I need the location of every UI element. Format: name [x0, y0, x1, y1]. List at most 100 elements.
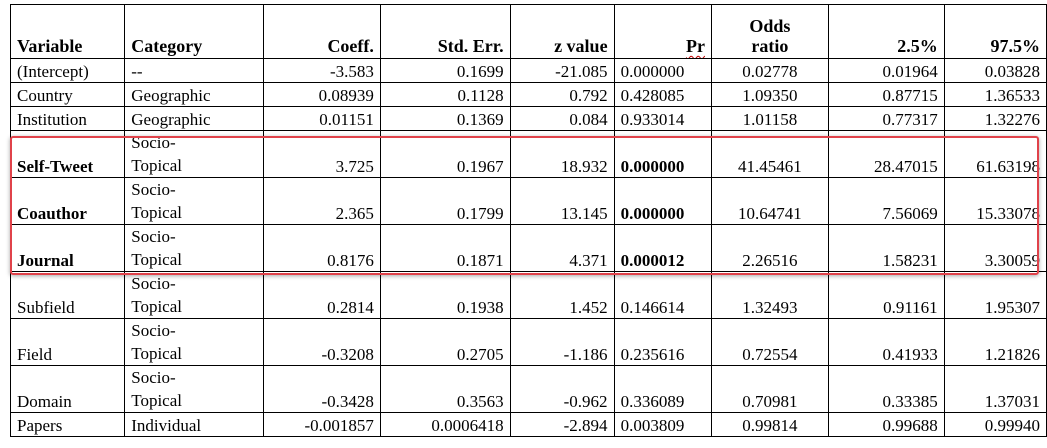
cell-z-value: 18.932 [509, 130, 615, 178]
cell-std-err: 0.1967 [379, 130, 511, 178]
table-row-highlighted: Coauthor Socio- Topical 2.365 0.1799 13.1… [9, 177, 1047, 225]
cell-z-value: 0.084 [509, 106, 615, 131]
header-ci-low: 2.5% [827, 4, 945, 59]
cell-category: Socio- Topical [124, 177, 264, 225]
cell-std-err: 0.2705 [379, 318, 511, 366]
header-odds-ratio: Odds ratio [710, 4, 829, 59]
cell-category: Socio- Topical [124, 318, 264, 366]
cell-pr: 0.235616 [613, 318, 712, 366]
table-row: Domain Socio- Topical -0.3428 0.3563 -0.9… [9, 365, 1047, 413]
cell-coeff: -3.583 [262, 58, 381, 83]
cell-coeff: 0.08939 [262, 82, 381, 107]
cell-category: Socio- Topical [124, 271, 264, 319]
cell-category-line1: Socio- [131, 133, 176, 152]
cell-coeff: -0.3428 [262, 365, 381, 413]
cell-ci-low: 0.41933 [827, 318, 945, 366]
cell-category-line2: Topical [131, 250, 182, 269]
cell-std-err: 0.1871 [379, 224, 511, 272]
cell-coeff: 0.2814 [262, 271, 381, 319]
cell-z-value: 13.145 [509, 177, 615, 225]
cell-category: Geographic [124, 82, 264, 107]
header-variable: Variable [9, 4, 126, 59]
cell-z-value: -0.962 [509, 365, 615, 413]
cell-odds-ratio: 0.99814 [710, 412, 829, 437]
cell-coeff: 0.8176 [262, 224, 381, 272]
cell-z-value: -2.894 [509, 412, 615, 437]
cell-variable: Country [9, 82, 126, 107]
cell-odds-ratio: 2.26516 [710, 224, 829, 272]
cell-std-err: 0.1128 [379, 82, 511, 107]
cell-pr: 0.000000 [613, 130, 712, 178]
table-row: Country Geographic 0.08939 0.1128 0.792 … [9, 82, 1047, 107]
cell-pr: 0.000012 [613, 224, 712, 272]
cell-category: -- [124, 58, 264, 83]
cell-category-line1: Socio- [131, 274, 176, 293]
cell-variable: Field [9, 318, 126, 366]
cell-ci-low: 0.77317 [827, 106, 945, 131]
cell-variable: Self-Tweet [9, 130, 126, 178]
cell-odds-ratio: 1.32493 [710, 271, 829, 319]
cell-z-value: 0.792 [509, 82, 615, 107]
cell-ci-low: 0.01964 [827, 58, 945, 83]
header-ci-high: 97.5% [943, 4, 1047, 59]
header-odds-line2: ratio [751, 36, 789, 56]
cell-category-line2: Topical [131, 156, 182, 175]
cell-std-err: 0.3563 [379, 365, 511, 413]
cell-odds-ratio: 1.09350 [710, 82, 829, 107]
cell-ci-low: 1.58231 [827, 224, 945, 272]
cell-pr: 0.146614 [613, 271, 712, 319]
cell-category-line1: Socio- [131, 321, 176, 340]
table-row: Papers Individual -0.001857 0.0006418 -2… [9, 412, 1047, 437]
cell-variable: Journal [9, 224, 126, 272]
cell-z-value: 1.452 [509, 271, 615, 319]
cell-z-value: -1.186 [509, 318, 615, 366]
cell-std-err: 0.1699 [379, 58, 511, 83]
cell-category-line1: Socio- [131, 180, 176, 199]
cell-odds-ratio: 0.02778 [710, 58, 829, 83]
cell-odds-ratio: 0.70981 [710, 365, 829, 413]
cell-ci-high: 0.99940 [943, 412, 1047, 437]
header-z-value: z value [509, 4, 615, 59]
table-row-highlighted: Journal Socio- Topical 0.8176 0.1871 4.37… [9, 224, 1047, 272]
cell-coeff: 0.01151 [262, 106, 381, 131]
cell-ci-high: 1.37031 [943, 365, 1047, 413]
cell-ci-high: 15.33078 [943, 177, 1047, 225]
cell-ci-low: 0.99688 [827, 412, 945, 437]
cell-odds-ratio: 10.64741 [710, 177, 829, 225]
cell-variable: Subfield [9, 271, 126, 319]
cell-ci-high: 1.95307 [943, 271, 1047, 319]
cell-category: Socio- Topical [124, 130, 264, 178]
cell-coeff: 3.725 [262, 130, 381, 178]
cell-ci-high: 0.03828 [943, 58, 1047, 83]
cell-odds-ratio: 0.72554 [710, 318, 829, 366]
cell-z-value: -21.085 [509, 58, 615, 83]
regression-table-container: Variable Category Coeff. Std. Err. z val… [9, 4, 1047, 437]
cell-ci-high: 1.21826 [943, 318, 1047, 366]
cell-ci-low: 28.47015 [827, 130, 945, 178]
table-row: Field Socio- Topical -0.3208 0.2705 -1.18… [9, 318, 1047, 366]
cell-category-line2: Topical [131, 344, 182, 363]
cell-variable: Papers [9, 412, 126, 437]
cell-ci-low: 0.33385 [827, 365, 945, 413]
cell-ci-low: 7.56069 [827, 177, 945, 225]
cell-coeff: -0.001857 [262, 412, 381, 437]
header-row: Variable Category Coeff. Std. Err. z val… [9, 4, 1047, 59]
cell-ci-high: 61.63198 [943, 130, 1047, 178]
cell-category-line1: Socio- [131, 368, 176, 387]
header-category: Category [124, 4, 264, 59]
cell-pr: 0.003809 [613, 412, 712, 437]
header-std-err: Std. Err. [379, 4, 511, 59]
cell-ci-low: 0.91161 [827, 271, 945, 319]
cell-variable: Domain [9, 365, 126, 413]
cell-category: Geographic [124, 106, 264, 131]
cell-ci-high: 1.36533 [943, 82, 1047, 107]
cell-variable: Institution [9, 106, 126, 131]
cell-variable: Coauthor [9, 177, 126, 225]
regression-table: Variable Category Coeff. Std. Err. z val… [9, 4, 1047, 437]
table-row: Institution Geographic 0.01151 0.1369 0.… [9, 106, 1047, 131]
cell-category: Individual [124, 412, 264, 437]
table-row: (Intercept) -- -3.583 0.1699 -21.085 0.0… [9, 58, 1047, 83]
cell-pr: 0.428085 [613, 82, 712, 107]
cell-ci-low: 0.87715 [827, 82, 945, 107]
cell-category-line1: Socio- [131, 227, 176, 246]
